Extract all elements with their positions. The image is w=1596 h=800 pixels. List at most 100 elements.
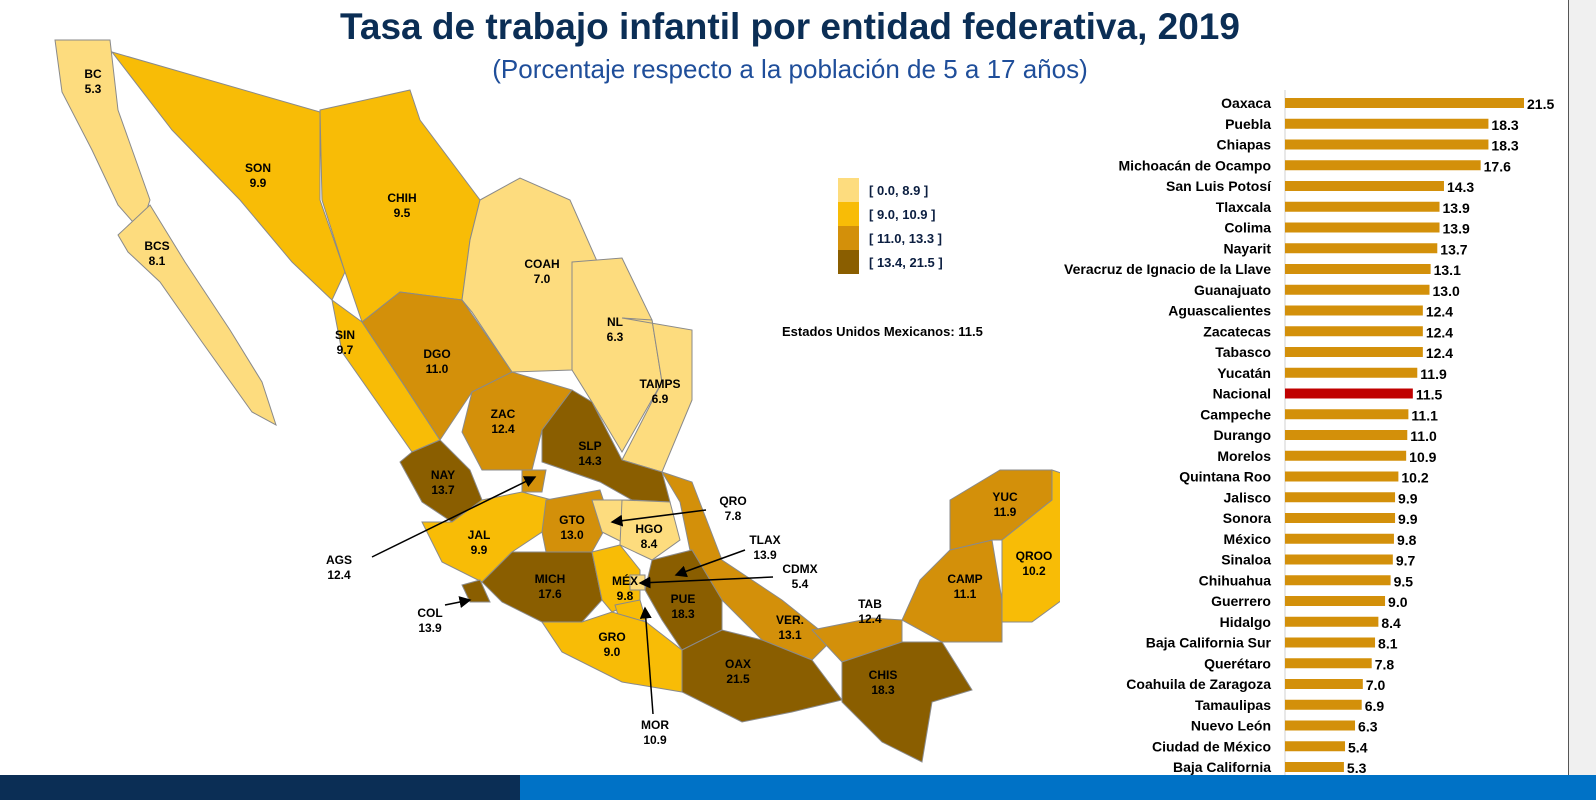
bar-category-label: Colima [1224,220,1271,236]
footer-band-blue [520,775,1596,800]
bar-value-label: 13.7 [1440,241,1467,257]
state-abbr-bc: BC [84,67,102,81]
bar [1285,264,1431,274]
bar-value-label: 12.4 [1426,304,1453,320]
state-value-jal: 9.9 [471,543,488,557]
pointer-arrow-col [444,596,472,608]
bar-value-label: 13.9 [1443,200,1470,216]
state-value-oax: 21.5 [726,672,750,686]
bar-category-label: Baja California Sur [1146,635,1272,651]
state-abbr-nay: NAY [431,468,455,482]
bar-value-label: 7.0 [1366,677,1386,693]
bar [1285,679,1363,689]
bar-value-label: 9.9 [1398,490,1418,506]
bar-category-label: Oaxaca [1221,95,1271,111]
state-abbr-slp: SLP [578,439,601,453]
bar-value-label: 9.7 [1396,553,1416,569]
bar [1285,367,1418,378]
state-camp [901,539,1003,643]
bar [1285,201,1440,212]
state-value-chis: 18.3 [871,683,895,697]
state-value-chih: 9.5 [394,206,411,220]
bar-category-label: Tlaxcala [1216,199,1271,215]
state-abbr-qroo: QROO [1016,549,1053,563]
state-abbr-ags: AGS [326,553,352,567]
state-value-hgo: 8.4 [641,537,658,551]
legend-item: [ 11.0, 13.3 ] [838,226,943,250]
state-value-coah: 7.0 [534,272,551,286]
state-value-ags: 12.4 [327,568,351,582]
bar-value-label: 5.4 [1348,739,1368,755]
bar-category-label: Campeche [1200,406,1271,422]
bar-category-label: Tamaulipas [1195,697,1271,713]
legend-swatch [838,226,859,250]
state-abbr-zac: ZAC [491,407,516,421]
state-value-mor: 10.9 [643,733,667,747]
state-value-nl: 6.3 [607,330,624,344]
state-abbr-sin: SIN [335,328,355,342]
bar-category-label: Baja California [1173,759,1271,775]
bar-value-label: 17.6 [1484,158,1511,174]
state-abbr-bcs: BCS [144,239,169,253]
legend-item: [ 9.0, 10.9 ] [838,202,943,226]
bar-category-label: Durango [1213,427,1271,443]
bar [1285,243,1438,254]
bar-value-label: 18.3 [1491,138,1518,154]
bar-value-label: 13.0 [1433,283,1460,299]
legend-swatch [838,250,859,274]
map-legend: [ 0.0, 8.9 ] [ 9.0, 10.9 ] [ 11.0, 13.3 ] [… [838,178,943,274]
state-value-qroo: 10.2 [1022,564,1046,578]
state-abbr-nl: NL [607,315,623,329]
bar-category-label: San Luis Potosí [1166,178,1272,194]
bar [1285,533,1394,544]
bar-value-label: 14.3 [1447,179,1474,195]
state-abbr-tlax: TLAX [749,533,780,547]
state-abbr-cdmx: CDMX [782,562,817,576]
state-abbr-mich: MICH [535,572,566,586]
bar-value-label: 11.0 [1410,428,1437,444]
state-abbr-col: COL [417,606,442,620]
bar-category-label: Morelos [1217,448,1271,464]
legend-label: [ 9.0, 10.9 ] [869,206,936,222]
state-value-sin: 9.7 [337,343,354,357]
state-abbr-qro: QRO [719,494,746,508]
legend-label: [ 0.0, 8.9 ] [869,182,929,198]
state-value-yuc: 11.9 [994,505,1017,519]
state-chis [841,641,973,763]
bar-value-label: 9.8 [1397,532,1417,548]
bar-category-label: Sinaloa [1221,552,1271,568]
bar-value-label: 9.5 [1394,573,1414,589]
bar [1285,305,1423,316]
bar-value-label: 10.2 [1401,470,1428,486]
state-abbr-ver: VER. [776,613,804,627]
state-value-ver: 13.1 [778,628,802,642]
bar-category-label: Coahuila de Zaragoza [1126,676,1271,692]
bar [1285,616,1379,627]
bar-value-label: 9.0 [1388,594,1408,610]
state-value-son: 9.9 [250,176,267,190]
bar-category-label: Sonora [1223,510,1271,526]
state-abbr-chis: CHIS [869,668,898,682]
bar [1285,222,1440,233]
legend-swatch [838,178,859,202]
legend-label: [ 11.0, 13.3 ] [869,230,942,246]
state-value-slp: 14.3 [578,454,602,468]
state-value-tlax: 13.9 [753,548,777,562]
state-value-bc: 5.3 [85,82,102,96]
state-abbr-gro: GRO [598,630,625,644]
bar [1285,554,1393,565]
page-title: Tasa de trabajo infantil por entidad fed… [340,6,1240,47]
bar-category-label: Aguascalientes [1168,303,1271,319]
pointer-arrow-ags [371,476,537,558]
bar [1285,284,1430,295]
state-value-qro: 7.8 [725,509,742,523]
footer-band-dark [0,775,520,800]
state-abbr-mor: MOR [641,718,669,732]
legend-item: [ 13.4, 21.5 ] [838,250,943,274]
state-abbr-dgo: DGO [423,347,450,361]
bar-category-label: Tabasco [1215,344,1271,360]
bar-category-label: Michoacán de Ocampo [1119,157,1271,173]
state-abbr-chih: CHIH [387,191,416,205]
bar [1285,658,1372,669]
bar-value-label: 12.4 [1426,345,1453,361]
